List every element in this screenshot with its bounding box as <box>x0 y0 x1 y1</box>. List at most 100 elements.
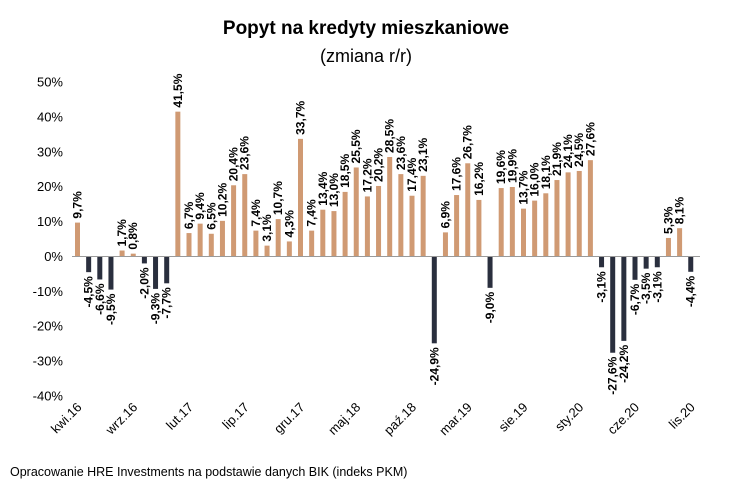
y-tick-label: 0% <box>44 249 63 264</box>
data-label: 13,7% <box>517 170 531 204</box>
data-label: -4,5% <box>82 276 96 308</box>
bar <box>164 256 170 284</box>
data-label: 7,4% <box>249 199 263 227</box>
bar <box>376 185 382 257</box>
data-label: 17,4% <box>405 157 419 191</box>
chart-subtitle: (zmiana r/r) <box>319 46 412 66</box>
x-tick-label: sty.20 <box>552 400 586 434</box>
x-tick-label: wrz.16 <box>102 400 140 438</box>
data-label: 16,2% <box>472 162 486 196</box>
data-label: -9,0% <box>483 292 497 324</box>
x-tick-label: kwi.16 <box>48 400 85 437</box>
x-tick-label: lut.17 <box>163 400 196 433</box>
y-tick-label: 50% <box>37 75 63 90</box>
bar <box>141 256 147 264</box>
bar <box>331 211 337 257</box>
data-label: 28,5% <box>383 119 397 153</box>
bar <box>286 241 292 257</box>
y-tick-label: 30% <box>37 144 63 159</box>
data-label: 10,2% <box>215 183 229 217</box>
bar <box>587 160 593 257</box>
bar <box>153 256 159 289</box>
data-label: 19,6% <box>494 150 508 184</box>
bar <box>219 220 225 257</box>
bar <box>576 170 582 257</box>
bar <box>554 180 560 257</box>
data-label: -24,9% <box>427 347 441 385</box>
bar <box>264 245 270 257</box>
bar <box>688 256 694 272</box>
data-label: -2,0% <box>137 267 151 299</box>
bar <box>353 167 359 257</box>
x-tick-label: sie.19 <box>495 400 530 435</box>
data-label: 6,7% <box>182 201 196 229</box>
data-label: -6,6% <box>93 283 107 315</box>
data-labels: 9,7% -4,5%-6,6%-9,5% 1,7%0,8% -2,0%-9,3%-7,… <box>71 73 698 394</box>
bar <box>387 157 393 257</box>
bar <box>420 175 426 257</box>
bar <box>231 185 237 257</box>
bar <box>654 256 660 268</box>
bar <box>677 228 683 257</box>
y-tick-label: -30% <box>33 354 64 369</box>
data-label: 10,7% <box>271 181 285 215</box>
bar <box>197 223 203 257</box>
bar <box>86 256 92 273</box>
bar <box>610 256 616 353</box>
y-axis: 50% 40% 30% 20% 10% 0% -10% -20% -30% -40% <box>33 75 64 404</box>
bar <box>253 230 259 257</box>
data-label: 33,7% <box>294 101 308 135</box>
data-label: 18,1% <box>539 155 553 189</box>
data-label: 20,4% <box>227 147 241 181</box>
x-tick-label: paź.18 <box>381 400 419 438</box>
data-label: -7,7% <box>160 287 174 319</box>
data-label: 9,7% <box>71 191 85 219</box>
data-label: 23,1% <box>416 137 430 171</box>
bar <box>208 233 214 257</box>
bar <box>175 111 181 257</box>
x-tick-label: cze.20 <box>604 400 642 438</box>
bar <box>465 163 471 257</box>
data-label: 41,5% <box>171 73 185 107</box>
bar <box>532 200 538 257</box>
bar <box>498 188 504 257</box>
bar <box>599 256 605 268</box>
data-label: 24,1% <box>561 134 575 168</box>
x-tick-label: lip.17 <box>219 400 252 433</box>
bar <box>242 174 248 257</box>
bar <box>342 191 348 257</box>
data-label: 23,6% <box>394 136 408 170</box>
bar <box>119 250 125 257</box>
y-tick-label: 20% <box>37 179 63 194</box>
data-label: -3,1% <box>595 271 609 303</box>
bar <box>364 196 370 257</box>
bar <box>454 195 460 257</box>
bar <box>75 222 80 257</box>
data-label: 24,5% <box>572 133 586 167</box>
x-tick-label: gru.17 <box>271 400 308 437</box>
data-label: 7,4% <box>305 199 319 227</box>
data-label: -6,7% <box>628 284 642 316</box>
bar <box>186 233 192 257</box>
data-label: 19,9% <box>505 149 519 183</box>
y-tick-label: -10% <box>33 284 64 299</box>
bar <box>130 253 136 257</box>
bar <box>476 199 482 257</box>
data-label: 9,4% <box>193 192 207 220</box>
data-label: 4,3% <box>282 210 296 238</box>
data-label: 13,0% <box>327 173 341 207</box>
data-label: 6,9% <box>438 201 452 229</box>
data-label: -3,5% <box>639 272 653 304</box>
y-tick-label: 40% <box>37 109 63 124</box>
data-label: 23,6% <box>238 136 252 170</box>
bar <box>543 193 549 257</box>
data-label: -4,4% <box>684 275 698 307</box>
bar <box>442 232 448 257</box>
bar <box>309 230 315 257</box>
bar <box>298 138 303 257</box>
bar <box>521 208 526 257</box>
data-label: 8,1% <box>673 197 687 225</box>
y-tick-label: 10% <box>37 214 63 229</box>
x-tick-label: mar.19 <box>436 400 475 439</box>
